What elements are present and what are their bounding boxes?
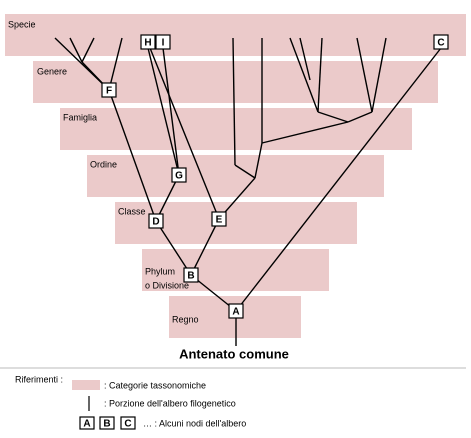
legend-node-label: B [103, 419, 110, 430]
node: B [183, 267, 199, 283]
legend-swatch [72, 380, 100, 390]
node-label: C [437, 38, 444, 49]
band-label: Famiglia [63, 112, 97, 122]
node-label: A [232, 307, 239, 318]
node: F [101, 82, 117, 98]
node: I [155, 34, 171, 50]
band [5, 14, 466, 56]
node: C [433, 34, 449, 50]
node: H [140, 34, 156, 50]
node-label: D [152, 217, 159, 228]
node-label: I [162, 38, 165, 49]
node-label: G [175, 171, 183, 182]
legend-node: A [79, 416, 95, 430]
band-label: Ordine [90, 159, 117, 169]
root-label: Antenato comune [179, 346, 289, 361]
legend-text: : Porzione dell'albero filogenetico [104, 398, 236, 408]
node: E [211, 211, 227, 227]
node: G [171, 167, 187, 183]
band [142, 249, 329, 291]
node: A [228, 303, 244, 319]
legend-node-label: C [124, 419, 131, 430]
legend-title: Riferimenti : [15, 374, 63, 384]
legend-text: … : Alcuni nodi dell'albero [143, 418, 246, 428]
node-label: H [144, 38, 151, 49]
band-label: Classe [118, 206, 146, 216]
legend-text: : Categorie tassonomiche [104, 380, 206, 390]
legend-node-label: A [83, 419, 90, 430]
node-label: F [106, 86, 112, 97]
band-label: Genere [37, 66, 67, 76]
band-label: o Divisione [145, 280, 189, 290]
legend-node: B [99, 416, 115, 430]
band-label: Phylum [145, 266, 175, 276]
node: D [148, 213, 164, 229]
band-label: Regno [172, 314, 199, 324]
tree [54, 37, 442, 346]
band [60, 108, 412, 150]
legend-node: C [120, 416, 136, 430]
node-label: B [187, 271, 194, 282]
band-label: Specie [8, 19, 36, 29]
node-label: E [216, 215, 223, 226]
